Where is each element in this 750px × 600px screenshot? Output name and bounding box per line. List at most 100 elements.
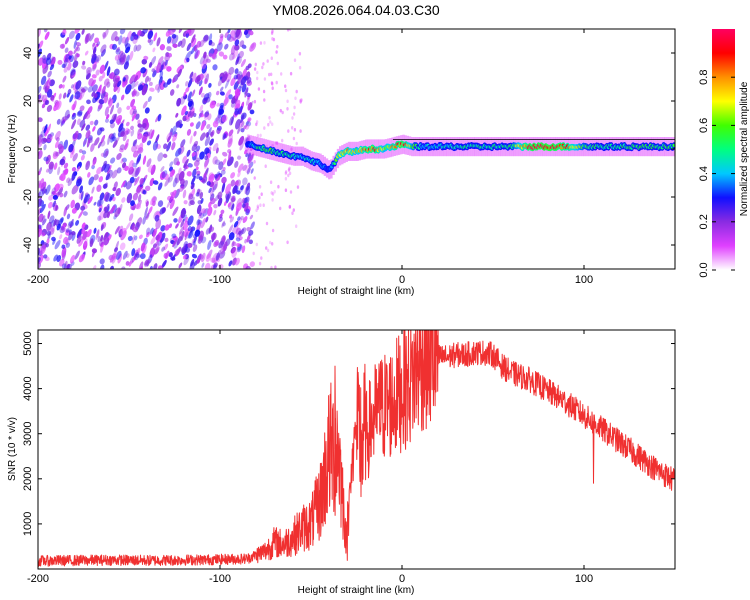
noise-blob	[117, 86, 121, 94]
noise-blob	[203, 172, 207, 179]
noise-dot	[275, 50, 278, 54]
noise-blob	[92, 46, 97, 55]
noise-blob	[164, 224, 170, 231]
noise-blob	[68, 55, 72, 60]
noise-blob	[150, 129, 155, 140]
noise-blob	[213, 203, 218, 209]
noise-blob	[46, 238, 50, 245]
noise-blob	[78, 209, 84, 219]
noise-blob	[227, 202, 231, 208]
noise-blob	[172, 77, 176, 84]
noise-blob	[236, 243, 241, 248]
noise-blob	[244, 202, 249, 212]
noise-blob	[92, 126, 96, 132]
noise-blob	[209, 138, 214, 146]
noise-blob	[110, 132, 116, 143]
noise-blob	[118, 203, 123, 215]
spectrogram-y-axis-label: Frequency (Hz)	[7, 115, 18, 184]
noise-blob	[71, 119, 77, 130]
noise-dot	[255, 122, 258, 127]
noise-blob	[241, 197, 245, 204]
noise-blob	[85, 160, 91, 171]
noise-blob	[154, 84, 160, 91]
noise-blob	[212, 183, 218, 193]
noise-blob	[196, 79, 200, 85]
noise-blob	[121, 157, 127, 163]
noise-blob	[91, 159, 97, 168]
x-tick-label: 100	[575, 573, 593, 585]
noise-blob	[111, 169, 118, 179]
noise-blob	[52, 200, 56, 208]
noise-blob	[87, 196, 93, 205]
noise-blob	[212, 64, 218, 71]
noise-blob	[42, 138, 48, 143]
noise-dot	[268, 72, 271, 77]
noise-blob	[188, 230, 194, 239]
noise-blob	[80, 88, 86, 93]
noise-blob	[134, 81, 139, 87]
noise-blob	[66, 177, 71, 183]
noise-blob	[126, 105, 131, 110]
noise-dot	[296, 185, 300, 189]
noise-blob	[198, 176, 203, 181]
noise-blob	[38, 57, 44, 66]
noise-blob	[99, 258, 105, 265]
noise-dot	[299, 98, 302, 103]
noise-blob	[113, 68, 120, 76]
noise-blob	[215, 252, 220, 261]
noise-blob	[153, 246, 160, 255]
noise-blob	[144, 75, 149, 84]
noise-blob	[92, 84, 98, 93]
x-tick-label: 0	[399, 573, 405, 585]
noise-dot	[281, 138, 284, 143]
noise-dot	[274, 265, 277, 269]
noise-blob	[182, 214, 187, 222]
noise-dot	[291, 116, 294, 120]
spectrogram-signal-ridge	[245, 134, 675, 180]
noise-blob	[45, 57, 52, 66]
noise-blob	[187, 242, 193, 248]
noise-blob	[204, 262, 211, 269]
noise-blob	[42, 54, 46, 61]
noise-dot	[298, 65, 302, 70]
noise-dot	[270, 56, 273, 60]
noise-blob	[123, 61, 129, 70]
noise-blob	[235, 202, 243, 212]
noise-blob	[103, 231, 109, 241]
noise-blob	[160, 166, 165, 172]
noise-blob	[149, 227, 154, 235]
noise-blob	[247, 63, 252, 69]
noise-blob	[152, 243, 158, 249]
noise-blob	[242, 68, 247, 79]
noise-blob	[171, 130, 176, 137]
noise-blob	[217, 191, 223, 200]
noise-blob	[192, 244, 198, 252]
noise-blob	[131, 105, 137, 110]
noise-blob	[172, 235, 178, 241]
noise-blob	[104, 150, 109, 157]
noise-dot	[270, 265, 273, 269]
noise-blob	[115, 188, 121, 196]
noise-blob	[169, 199, 175, 210]
noise-blob	[71, 71, 76, 78]
noise-blob	[230, 179, 236, 187]
noise-blob	[204, 111, 210, 118]
noise-blob	[239, 40, 245, 47]
noise-dot	[288, 205, 291, 209]
noise-blob	[245, 121, 252, 127]
noise-blob	[162, 153, 168, 158]
noise-blob	[173, 218, 178, 223]
noise-blob	[78, 149, 83, 153]
noise-dot	[264, 164, 267, 168]
noise-dot	[293, 127, 297, 132]
noise-blob	[203, 113, 209, 121]
noise-blob	[38, 188, 45, 198]
noise-blob	[99, 192, 105, 201]
noise-blob	[71, 112, 77, 120]
noise-blob	[96, 166, 103, 175]
noise-blob	[237, 171, 241, 178]
noise-blob	[175, 112, 179, 118]
noise-blob	[178, 171, 185, 181]
noise-blob	[185, 80, 189, 87]
noise-blob	[157, 85, 161, 93]
